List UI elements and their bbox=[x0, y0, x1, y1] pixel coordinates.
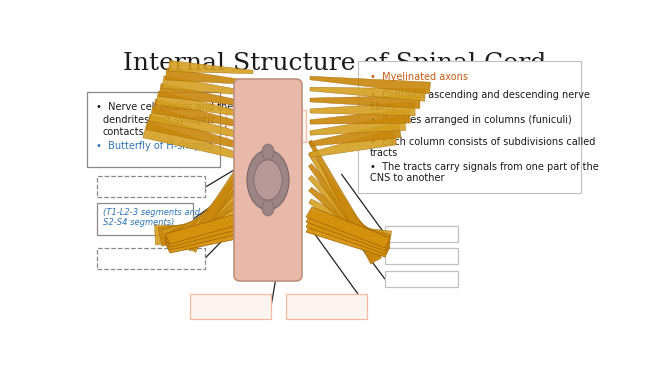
FancyBboxPatch shape bbox=[286, 294, 367, 319]
Polygon shape bbox=[306, 217, 390, 254]
FancyBboxPatch shape bbox=[385, 270, 458, 287]
FancyBboxPatch shape bbox=[87, 92, 220, 168]
Text: •  Each column consists of subdivisions called
tracts: • Each column consists of subdivisions c… bbox=[370, 137, 595, 158]
Polygon shape bbox=[308, 164, 385, 259]
Polygon shape bbox=[165, 220, 256, 250]
Polygon shape bbox=[165, 210, 256, 244]
Polygon shape bbox=[143, 122, 254, 162]
Polygon shape bbox=[169, 61, 253, 74]
FancyBboxPatch shape bbox=[359, 61, 581, 193]
Text: dendrites and synaptic: dendrites and synaptic bbox=[103, 115, 215, 126]
Polygon shape bbox=[308, 176, 387, 257]
Polygon shape bbox=[310, 109, 410, 124]
Ellipse shape bbox=[254, 160, 282, 200]
Polygon shape bbox=[165, 215, 256, 247]
Ellipse shape bbox=[247, 150, 289, 210]
Polygon shape bbox=[310, 96, 420, 108]
Polygon shape bbox=[159, 84, 254, 107]
Text: •  Contains ascending and descending nerve
fibres: • Contains ascending and descending nerv… bbox=[370, 90, 589, 112]
Polygon shape bbox=[308, 187, 389, 255]
Polygon shape bbox=[185, 145, 255, 252]
FancyBboxPatch shape bbox=[190, 294, 271, 319]
Polygon shape bbox=[310, 122, 401, 146]
Polygon shape bbox=[153, 99, 254, 129]
Polygon shape bbox=[175, 168, 255, 250]
Text: contacts: contacts bbox=[103, 127, 145, 137]
Polygon shape bbox=[308, 152, 383, 262]
FancyBboxPatch shape bbox=[96, 203, 193, 235]
FancyBboxPatch shape bbox=[234, 79, 302, 281]
Polygon shape bbox=[306, 212, 390, 251]
FancyBboxPatch shape bbox=[96, 176, 205, 197]
Polygon shape bbox=[156, 91, 254, 118]
Polygon shape bbox=[158, 215, 254, 246]
Polygon shape bbox=[310, 129, 396, 157]
Polygon shape bbox=[310, 222, 392, 249]
Text: •  Bundles arranged in columns (funiculi): • Bundles arranged in columns (funiculi) bbox=[370, 115, 571, 126]
Text: Internal Structure of Spinal Cord: Internal Structure of Spinal Cord bbox=[123, 52, 546, 75]
Ellipse shape bbox=[262, 200, 274, 216]
Polygon shape bbox=[165, 225, 256, 253]
Text: •  Myelinated axons: • Myelinated axons bbox=[370, 72, 467, 82]
Polygon shape bbox=[146, 115, 254, 151]
Polygon shape bbox=[149, 107, 254, 140]
FancyBboxPatch shape bbox=[385, 248, 458, 264]
Polygon shape bbox=[306, 222, 390, 257]
Polygon shape bbox=[162, 203, 254, 247]
Polygon shape bbox=[162, 76, 253, 96]
Polygon shape bbox=[310, 116, 406, 135]
Polygon shape bbox=[309, 211, 391, 251]
Text: •  The tracts carry signals from one part of the
CNS to another: • The tracts carry signals from one part… bbox=[370, 162, 599, 184]
Text: •  Nerve cell bodies and their: • Nerve cell bodies and their bbox=[96, 102, 240, 112]
FancyBboxPatch shape bbox=[385, 226, 458, 242]
Polygon shape bbox=[309, 199, 390, 253]
Polygon shape bbox=[310, 76, 430, 94]
Polygon shape bbox=[166, 192, 254, 249]
Polygon shape bbox=[179, 157, 255, 251]
Polygon shape bbox=[310, 87, 425, 101]
FancyBboxPatch shape bbox=[226, 110, 306, 142]
Polygon shape bbox=[170, 180, 254, 249]
Polygon shape bbox=[166, 68, 253, 85]
Text: •  Butterfly of H-shaped.: • Butterfly of H-shaped. bbox=[96, 141, 216, 151]
Polygon shape bbox=[155, 225, 253, 245]
Ellipse shape bbox=[262, 144, 274, 160]
Polygon shape bbox=[308, 140, 381, 264]
FancyBboxPatch shape bbox=[96, 247, 205, 269]
Text: (T1-L2-3 segments and
S2-S4 segments): (T1-L2-3 segments and S2-S4 segments) bbox=[103, 208, 200, 227]
Polygon shape bbox=[306, 207, 390, 248]
Polygon shape bbox=[310, 102, 415, 116]
